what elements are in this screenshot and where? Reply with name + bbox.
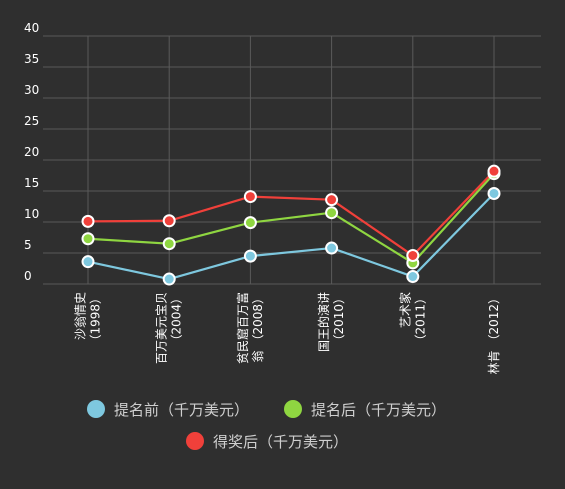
data-point [81,214,95,228]
y-axis-ticks: 0 5 10 15 20 25 30 35 40 [24,21,39,283]
data-point [243,190,257,204]
x-tick-label-line: （2004） [170,292,184,347]
y-tick-label: 10 [24,207,39,221]
data-point [243,216,257,230]
x-tick-label-line: 贫民窟百万富 [235,292,250,364]
y-tick-label: 35 [24,52,39,66]
legend-label: 提名前（千万美元） [114,401,249,419]
x-tick-label: 贫民窟百万富翁 （2008） [235,292,265,364]
series-line-0 [87,192,495,281]
x-tick-label: 林肯 （2012） [487,292,501,374]
data-point [162,272,176,286]
legend-label: 得奖后（千万美元） [213,433,348,451]
data-point [487,186,501,200]
y-tick-label: 20 [24,145,39,159]
y-tick-label: 30 [24,83,39,97]
data-point [243,249,257,263]
legend-label: 提名后（千万美元） [311,401,446,419]
y-tick-label: 25 [24,114,39,128]
data-point [406,270,420,284]
x-tick-label-line: 林肯 （2012） [487,292,501,374]
x-tick-label-line: 翁 （2008） [251,292,265,362]
data-point [162,214,176,228]
legend: 提名前（千万美元） 提名后（千万美元） 得奖后（千万美元） [87,400,446,451]
legend-marker [87,400,105,418]
data-point [325,193,339,207]
data-point [81,232,95,246]
x-tick-label-line: （1998） [89,292,103,347]
grid [43,35,541,285]
x-tick-label-line: （2010） [332,292,346,347]
data-point [487,164,501,178]
series-line-1 [87,172,495,265]
legend-item: 提名前（千万美元） [87,400,249,419]
x-tick-label: 百万美元宝贝 （2004） [155,292,184,364]
data-point [406,248,420,262]
legend-item: 提名后（千万美元） [284,400,446,419]
x-tick-label-line: （2011） [413,292,427,347]
y-tick-label: 15 [24,176,39,190]
y-tick-label: 0 [24,269,32,283]
x-tick-label: 国王的演讲 （2010） [316,292,346,352]
data-point [81,255,95,269]
legend-marker [186,432,204,450]
data-point [325,241,339,255]
x-tick-label-line: 沙翁情史 [74,292,88,340]
series-line-2 [87,170,495,257]
x-tick-label-line: 百万美元宝贝 [155,292,169,364]
series-lines [81,164,501,286]
x-axis-labels: 沙翁情史 （1998） 百万美元宝贝 （2004） 贫民窟百万富翁 （2008） 国王的演… [74,292,502,374]
x-tick-label-line: 艺术家 [397,292,412,328]
x-tick-label: 艺术家 （2011） [397,292,427,347]
legend-marker [284,400,302,418]
data-point [162,237,176,251]
y-tick-label: 5 [24,238,32,252]
data-point [325,206,339,220]
legend-item: 得奖后（千万美元） [186,432,348,451]
y-tick-label: 40 [24,21,39,35]
x-tick-label-line: 国王的演讲 [316,292,331,352]
x-tick-label: 沙翁情史 （1998） [74,292,103,347]
